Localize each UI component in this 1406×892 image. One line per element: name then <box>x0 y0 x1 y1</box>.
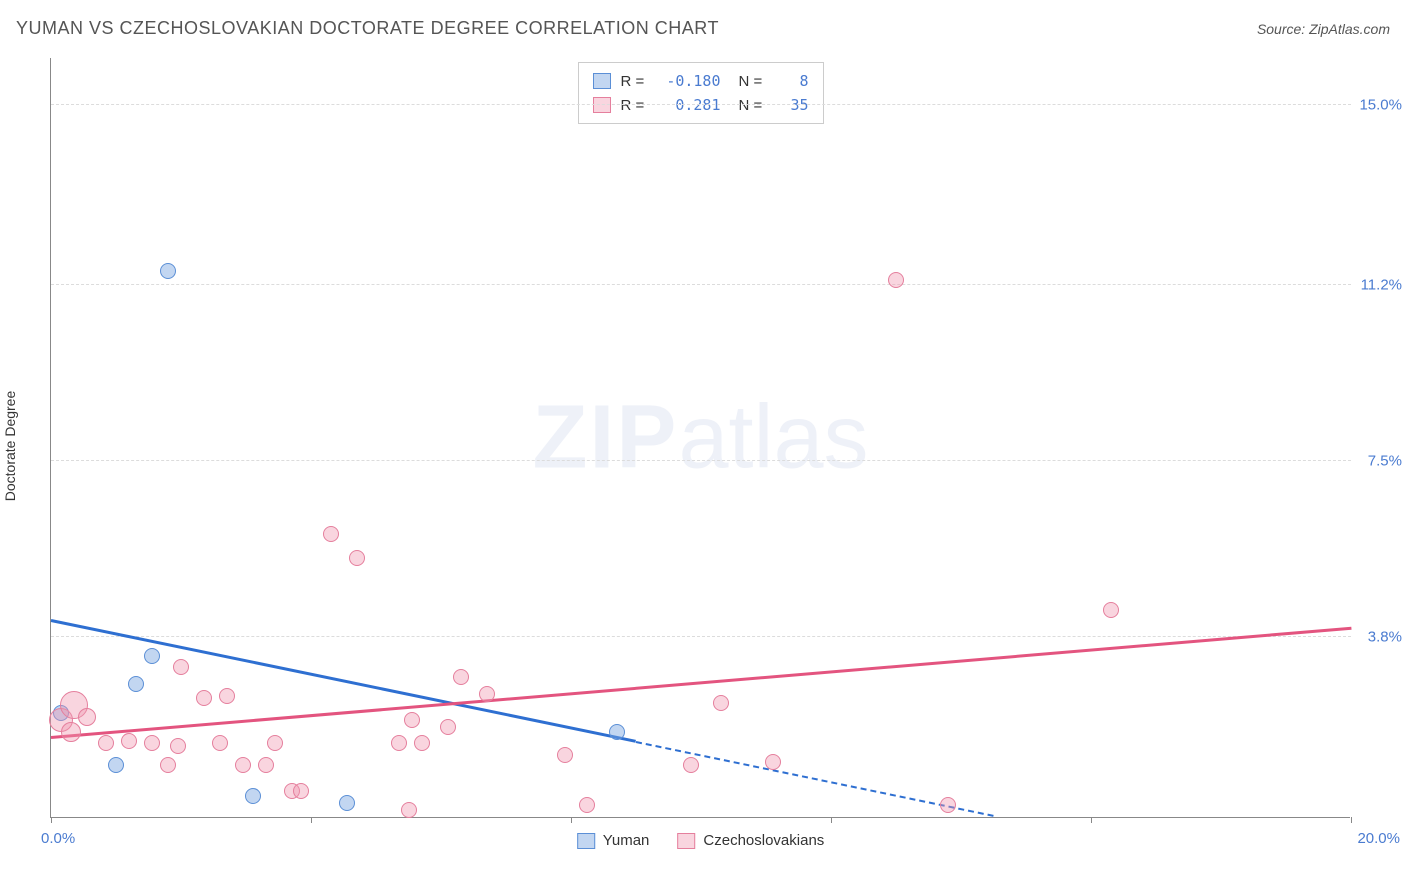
legend-item: Yuman <box>577 832 650 849</box>
data-point <box>765 754 781 770</box>
data-point <box>235 757 251 773</box>
watermark: ZIPatlas <box>532 386 868 489</box>
legend-swatch <box>593 97 611 113</box>
data-point <box>940 797 956 813</box>
data-point <box>78 708 96 726</box>
legend-item: Czechoslovakians <box>677 832 824 849</box>
data-point <box>440 719 456 735</box>
data-point <box>391 735 407 751</box>
data-point <box>479 686 495 702</box>
data-point <box>173 659 189 675</box>
legend-n-label: N = <box>739 73 769 90</box>
x-tick <box>571 817 572 823</box>
data-point <box>128 676 144 692</box>
data-point <box>557 747 573 763</box>
legend-r-label: R = <box>621 73 651 90</box>
data-point <box>683 757 699 773</box>
data-point <box>713 695 729 711</box>
data-point <box>170 738 186 754</box>
data-point <box>401 802 417 818</box>
data-point <box>258 757 274 773</box>
y-tick-label: 15.0% <box>1359 96 1402 113</box>
source-attribution: Source: ZipAtlas.com <box>1257 21 1390 37</box>
legend-swatch <box>677 833 695 849</box>
x-tick <box>831 817 832 823</box>
legend-r-value: 0.281 <box>661 96 721 114</box>
data-point <box>144 735 160 751</box>
chart-header: YUMAN VS CZECHOSLOVAKIAN DOCTORATE DEGRE… <box>16 18 1390 39</box>
legend-r-label: R = <box>621 97 651 114</box>
data-point <box>1103 602 1119 618</box>
data-point <box>108 757 124 773</box>
x-tick <box>51 817 52 823</box>
x-tick <box>311 817 312 823</box>
y-tick-label: 11.2% <box>1361 277 1402 294</box>
data-point <box>267 735 283 751</box>
gridline <box>51 284 1351 285</box>
gridline <box>51 460 1351 461</box>
data-point <box>212 735 228 751</box>
legend-row: R = 0.281 N = 35 <box>593 93 809 117</box>
x-axis-min-label: 0.0% <box>41 830 75 847</box>
legend-r-value: -0.180 <box>661 72 721 90</box>
chart-title: YUMAN VS CZECHOSLOVAKIAN DOCTORATE DEGRE… <box>16 18 719 39</box>
data-point <box>98 735 114 751</box>
legend-label: Yuman <box>603 832 650 849</box>
legend-n-value: 35 <box>779 96 809 114</box>
data-point <box>160 263 176 279</box>
x-axis-max-label: 20.0% <box>1357 830 1400 847</box>
data-point <box>579 797 595 813</box>
data-point <box>144 648 160 664</box>
data-point <box>414 735 430 751</box>
data-point <box>349 550 365 566</box>
data-point <box>453 669 469 685</box>
data-point <box>219 688 235 704</box>
data-point <box>404 712 420 728</box>
chart-area: ZIPatlas R =-0.180N =8R =0.281N =35 0.0%… <box>50 58 1350 818</box>
legend-n-value: 8 <box>779 72 809 90</box>
data-point <box>245 788 261 804</box>
legend-label: Czechoslovakians <box>703 832 824 849</box>
plot-region: ZIPatlas R =-0.180N =8R =0.281N =35 0.0%… <box>50 58 1350 818</box>
legend-swatch <box>577 833 595 849</box>
x-tick <box>1091 817 1092 823</box>
data-point <box>196 690 212 706</box>
data-point <box>293 783 309 799</box>
x-tick <box>1351 817 1352 823</box>
correlation-legend: R = -0.180 N = 8 R = 0.281 N = 35 <box>578 62 824 124</box>
data-point <box>609 724 625 740</box>
data-point <box>339 795 355 811</box>
legend-swatch <box>593 73 611 89</box>
data-point <box>888 272 904 288</box>
gridline <box>51 104 1351 105</box>
series-legend: Yuman Czechoslovakians <box>577 832 825 849</box>
y-tick-label: 3.8% <box>1368 628 1402 645</box>
data-point <box>160 757 176 773</box>
gridline <box>51 636 1351 637</box>
y-tick-label: 7.5% <box>1368 452 1402 469</box>
legend-n-label: N = <box>739 97 769 114</box>
legend-row: R = -0.180 N = 8 <box>593 69 809 93</box>
data-point <box>121 733 137 749</box>
y-axis-label: Doctorate Degree <box>2 391 18 502</box>
data-point <box>61 722 81 742</box>
trend-line <box>51 626 1351 738</box>
data-point <box>323 526 339 542</box>
